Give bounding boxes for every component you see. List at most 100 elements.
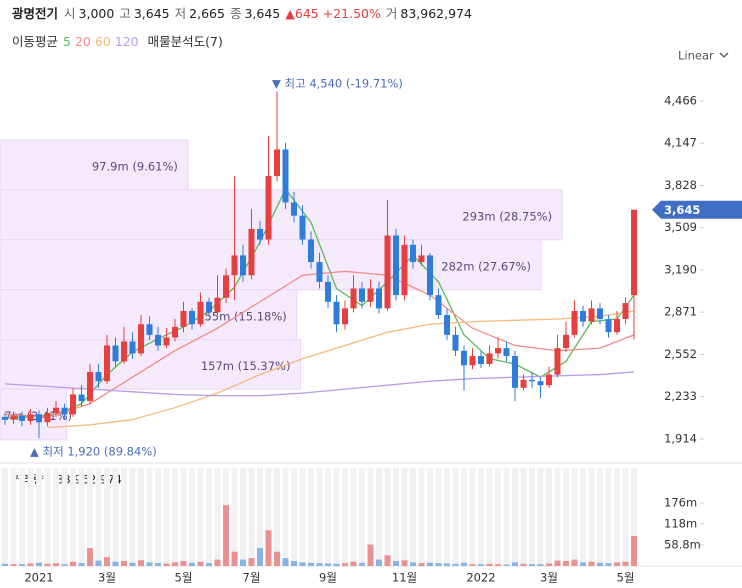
- volume-bar: [376, 559, 382, 566]
- volume-backdrop: [461, 468, 467, 566]
- candle-body: [231, 255, 238, 276]
- profile-title[interactable]: 매물분석도(7): [147, 34, 223, 49]
- chevron[interactable]: [719, 52, 729, 58]
- candle-body: [461, 350, 467, 366]
- candle-body: [401, 244, 408, 296]
- volume-backdrop: [146, 468, 153, 566]
- x-tick-label: 9월: [319, 571, 337, 585]
- volume-bar: [223, 505, 229, 566]
- ma-legend-item[interactable]: 5: [63, 34, 71, 49]
- ma-title[interactable]: 이동평균: [12, 34, 59, 49]
- volume-bar: [631, 535, 637, 566]
- volume-bar: [274, 551, 280, 566]
- change: ▲645 +21.50%: [285, 6, 381, 21]
- volume-bar: [197, 561, 204, 566]
- candle-body: [342, 308, 348, 325]
- ma-legend-item[interactable]: 60: [94, 34, 111, 49]
- volume-backdrop: [265, 468, 272, 566]
- candle-body: [495, 348, 501, 354]
- ma-legend-item[interactable]: 20: [74, 34, 91, 49]
- volume-bar: [418, 563, 425, 566]
- volume-bar: [316, 563, 323, 566]
- volume-bar: [231, 551, 238, 566]
- candle-body: [172, 326, 178, 338]
- candle-body: [299, 215, 306, 240]
- volume-backdrop: [393, 468, 399, 566]
- volume-bar: [248, 558, 255, 566]
- volume-label: 거: [385, 6, 398, 21]
- scale-toggle[interactable]: Linear: [678, 49, 729, 63]
- candle-body: [2, 416, 8, 420]
- volume-bar: [163, 563, 170, 566]
- candle-body: [61, 407, 68, 415]
- candle-body: [155, 334, 161, 346]
- profile-label: 293m (28.75%): [462, 209, 552, 223]
- volume-backdrop: [571, 468, 578, 566]
- candle-body: [138, 324, 144, 354]
- volume-backdrop: [231, 468, 238, 566]
- candle-body: [418, 255, 425, 263]
- volume-backdrop: [138, 468, 144, 566]
- volume-bar: [70, 561, 76, 566]
- volume-backdrop: [418, 468, 425, 566]
- volume-backdrop: [469, 468, 476, 566]
- volume-bar: [435, 563, 442, 566]
- profile-band: [0, 239, 542, 291]
- indicator-legend[interactable]: 이동평균 5 20 60 120 매물분석도(7): [12, 31, 228, 50]
- volume-backdrop: [333, 468, 340, 566]
- volume-backdrop: [631, 468, 637, 566]
- price-tag: [652, 200, 742, 219]
- volume-bar: [350, 561, 357, 566]
- candle-body: [359, 288, 365, 302]
- volume-backdrop: [291, 468, 297, 566]
- candle-body: [503, 348, 510, 357]
- volume-backdrop: [563, 468, 569, 566]
- volume-bar: [189, 562, 195, 566]
- volume-bar: [427, 562, 433, 566]
- candle-body: [622, 303, 629, 319]
- volume-backdrop: [546, 468, 552, 566]
- volume-bar: [614, 562, 620, 566]
- y-tick-label: 3,190: [664, 262, 697, 276]
- profile-label: 155m (15.18%): [197, 309, 287, 323]
- volume-backdrop: [206, 468, 212, 566]
- profile-band: [0, 339, 301, 390]
- ma-legend-item[interactable]: 120: [114, 34, 139, 49]
- volume-bar: [469, 564, 476, 566]
- volume-backdrop: [588, 468, 595, 566]
- volume-bar: [563, 560, 569, 566]
- profile-label: 157m (15.37%): [201, 359, 291, 373]
- candle-body: [265, 175, 272, 240]
- volume-bar: [605, 563, 612, 566]
- volume-backdrop: [452, 468, 459, 566]
- profile-label: 282m (27.67%): [441, 259, 531, 273]
- volume-backdrop: [163, 468, 170, 566]
- price-tag-label: 3,645: [664, 203, 700, 217]
- candle-body: [605, 318, 612, 333]
- ma-line: [4, 187, 635, 419]
- volume-backdrop: [53, 468, 59, 566]
- y-tick-label: 1,914: [664, 431, 697, 445]
- candle-body: [563, 334, 569, 349]
- volume-backdrop: [95, 468, 102, 566]
- volume-backdrop: [240, 468, 246, 566]
- volume-backdrop: [350, 468, 357, 566]
- volume-bar: [104, 557, 110, 566]
- volume-backdrop: [384, 468, 391, 566]
- high-label: 고: [119, 6, 131, 21]
- volume-bar: [529, 564, 535, 566]
- volume-backdrop: [580, 468, 586, 566]
- scale-label[interactable]: Linear: [678, 49, 714, 63]
- y-tick-label: 4,466: [664, 93, 697, 107]
- volume-bar: [95, 560, 102, 566]
- candle-body: [478, 356, 484, 364]
- volume-backdrop: [520, 468, 527, 566]
- volume-bar: [78, 563, 85, 566]
- volume-bar: [214, 559, 221, 566]
- volume-value: 83,962,974: [400, 6, 472, 21]
- volume-bar: [554, 560, 561, 566]
- candle-body: [469, 356, 476, 366]
- volume-backdrop: [359, 468, 365, 566]
- volume-backdrop: [155, 468, 161, 566]
